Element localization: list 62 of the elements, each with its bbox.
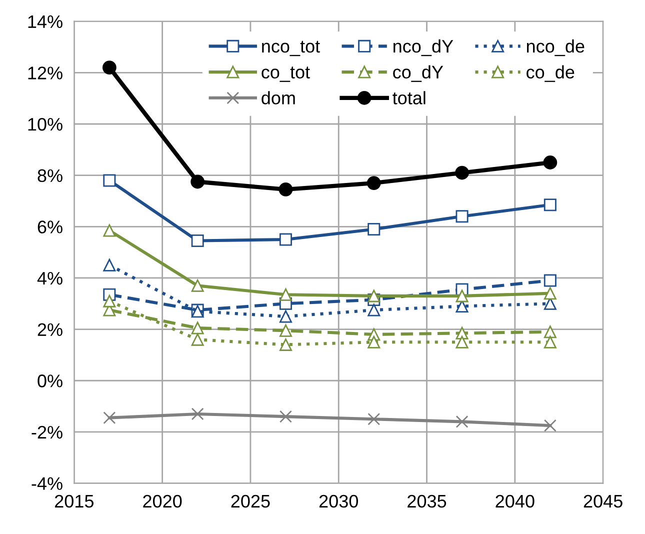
y-tick-label: 0% [38, 374, 62, 388]
point [456, 415, 468, 428]
point [279, 324, 292, 337]
x-tick-label: 2040 [496, 494, 534, 508]
x-tick-label: 2015 [55, 494, 94, 508]
point [368, 290, 380, 302]
point [455, 166, 469, 180]
point [191, 279, 204, 292]
point [103, 412, 116, 424]
point [368, 336, 380, 348]
point [279, 233, 292, 246]
point [278, 182, 293, 196]
y-tick-label: 14% [28, 15, 62, 28]
point [103, 174, 116, 187]
point [368, 304, 380, 316]
point [544, 336, 556, 348]
y-tick-label: 12% [28, 66, 62, 80]
point [368, 222, 380, 236]
legend-label: total [392, 91, 426, 104]
point [543, 156, 558, 170]
y-tick-label: 6% [38, 220, 62, 234]
point [103, 224, 116, 237]
x-tick-label: 2025 [231, 494, 270, 508]
y-tick-label: 2% [38, 323, 62, 336]
point [103, 258, 116, 272]
y-tick-label: 10% [28, 118, 62, 131]
y-tick-label: 4% [37, 272, 62, 285]
point [279, 338, 292, 351]
point [190, 174, 205, 189]
point [544, 287, 556, 300]
legend-label: co_dY [393, 65, 444, 82]
point [544, 419, 556, 432]
legend-label: co_tot [262, 66, 310, 82]
x-tick-label: 2035 [408, 494, 446, 508]
point [368, 412, 380, 426]
point [191, 408, 204, 420]
point [191, 333, 204, 346]
legend-label: nco_de [526, 39, 584, 56]
point [103, 294, 116, 308]
point [102, 60, 116, 74]
x-tick-label: 2045 [584, 494, 622, 508]
point [456, 210, 468, 223]
legend-label: nco_dY [394, 39, 454, 56]
legend-label: co_de [526, 65, 574, 82]
point [456, 336, 468, 348]
point [366, 176, 381, 190]
point [191, 234, 204, 248]
point [456, 290, 468, 302]
point [544, 274, 556, 287]
x-tick-label: 2030 [319, 494, 358, 508]
point [279, 288, 292, 301]
legend-label: dom [262, 91, 295, 104]
y-tick-label: -2% [32, 426, 62, 439]
point [279, 410, 292, 423]
y-tick-label: -4% [32, 477, 62, 490]
y-tick-label: 8% [38, 169, 62, 182]
point [191, 322, 204, 334]
x-tick-label: 2020 [143, 494, 182, 508]
point [279, 310, 292, 323]
point [544, 326, 556, 338]
point [544, 198, 556, 212]
legend-label: nco_tot [262, 40, 320, 56]
